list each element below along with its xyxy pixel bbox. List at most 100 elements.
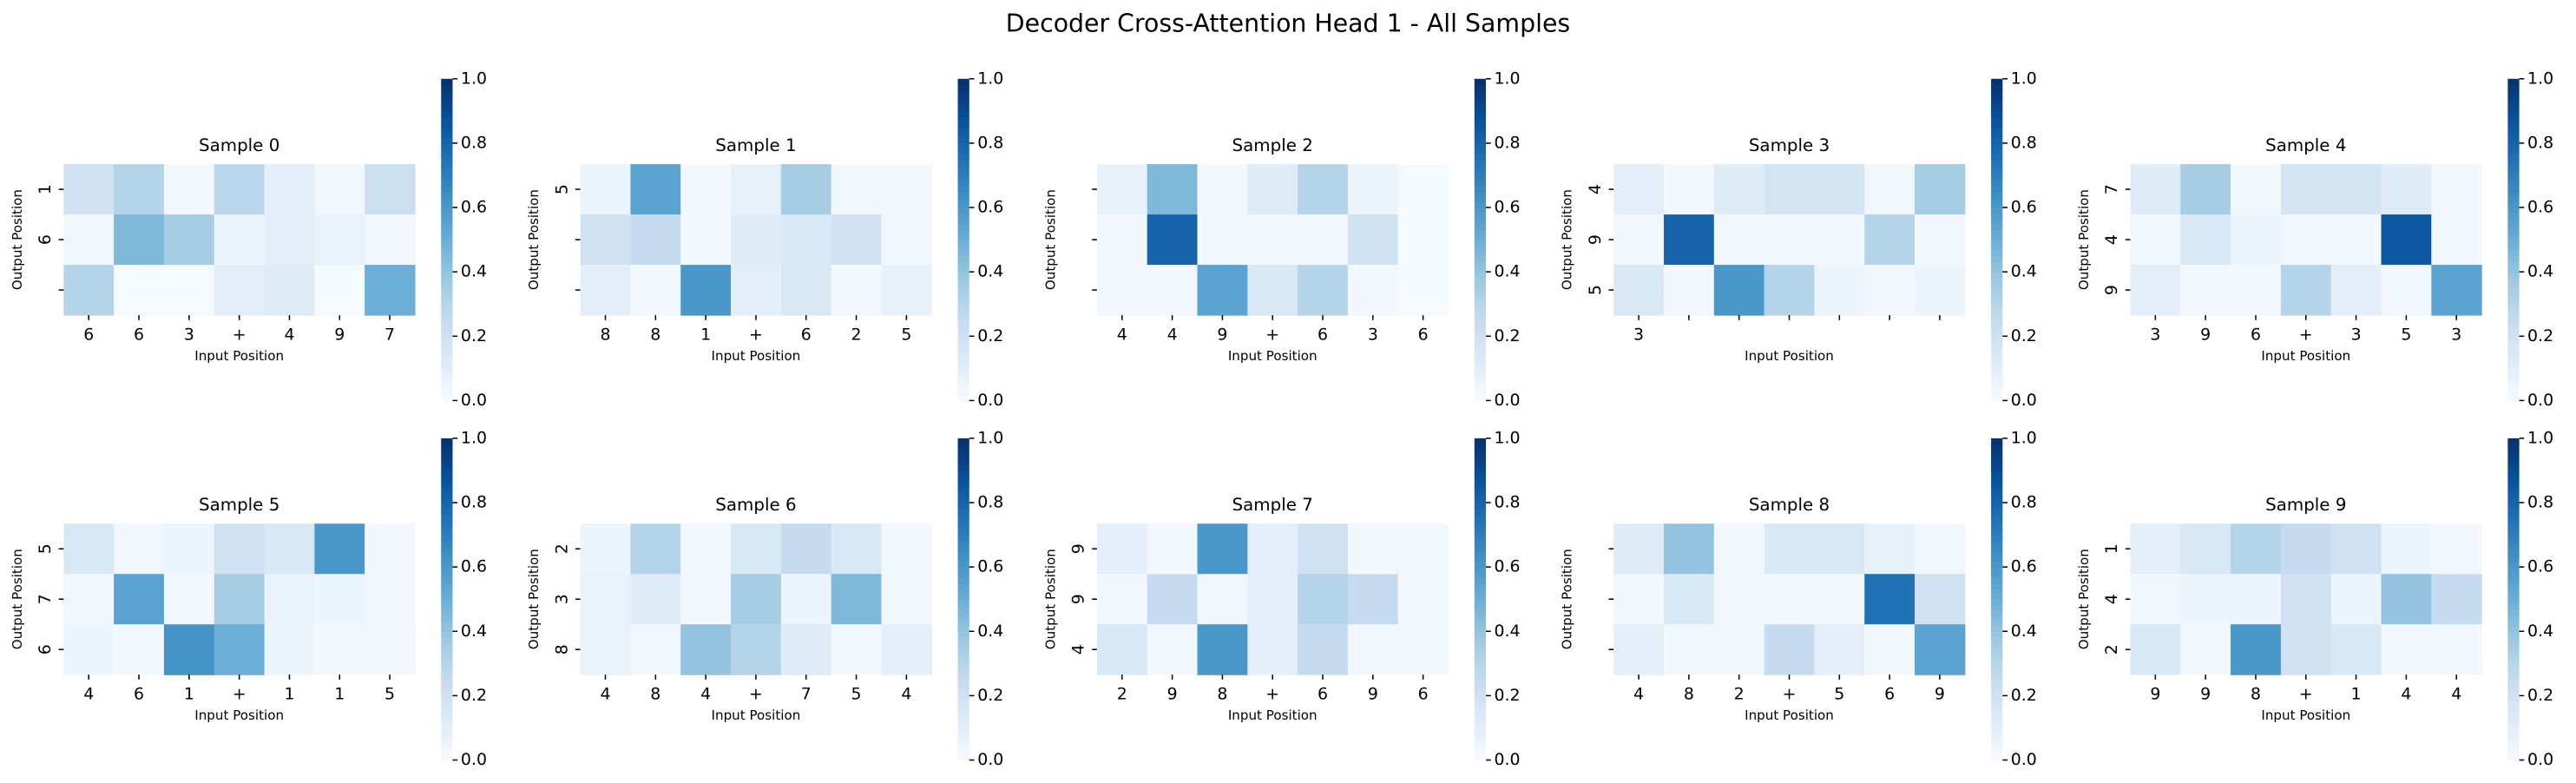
x-tick-label: 9 (2200, 325, 2211, 344)
colorbar-segment (1474, 159, 1487, 166)
colorbar-segment (1991, 717, 2003, 724)
x-axis-label: Input Position (712, 707, 801, 723)
colorbar-segment (441, 213, 453, 220)
colorbar-segment (957, 89, 969, 96)
panel-title: Sample 8 (1749, 495, 1830, 515)
colorbar-segment (1474, 567, 1487, 574)
colorbar-segment (2507, 481, 2520, 488)
colorbar-segment (2507, 663, 2520, 670)
colorbar-segment (441, 378, 453, 385)
heatmap-cell (2231, 574, 2282, 625)
colorbar-segment (1474, 95, 1487, 102)
colorbar-segment (441, 545, 453, 552)
colorbar-segment (1991, 174, 2003, 181)
heatmap-cell (2280, 523, 2332, 575)
colorbar-segment (441, 444, 453, 451)
heatmap-cell (1197, 624, 1248, 675)
colorbar-segment (2507, 470, 2520, 477)
colorbar-segment (1474, 727, 1487, 734)
heatmap-cell (1197, 265, 1248, 316)
x-axis-label: Input Position (2261, 707, 2350, 723)
colorbar-segment (957, 459, 969, 466)
colorbar-segment (441, 116, 453, 122)
colorbar-segment (441, 497, 453, 503)
colorbar-segment (441, 234, 453, 240)
colorbar-segment (1991, 556, 2003, 563)
colorbar-segment (1991, 599, 2003, 606)
colorbar-tick-label: 0.6 (2527, 557, 2553, 576)
colorbar-segment (1991, 647, 2003, 654)
colorbar-segment (1991, 523, 2003, 530)
colorbar-segment (957, 599, 969, 606)
colorbar-segment (441, 594, 453, 600)
colorbar-segment (1991, 228, 2003, 235)
colorbar-segment (957, 266, 969, 273)
heatmap-cell (680, 265, 732, 316)
colorbar-segment (957, 213, 969, 220)
colorbar-segment (957, 164, 969, 171)
colorbar-segment (1991, 711, 2003, 718)
y-axis-label: Output Position (1042, 549, 1058, 649)
heatmap-cell (1096, 523, 1148, 575)
colorbar-tick-label: 0.4 (1495, 622, 1521, 641)
colorbar-segment (2507, 572, 2520, 579)
colorbar-segment (441, 240, 453, 247)
colorbar-segment (1991, 476, 2003, 483)
colorbar-tick-label: 0.8 (1495, 133, 1521, 152)
colorbar-segment (1474, 481, 1487, 488)
colorbar-segment (2507, 636, 2520, 643)
colorbar-segment (1474, 207, 1487, 214)
colorbar-segment (1474, 717, 1487, 724)
heatmap-cell (1197, 214, 1248, 266)
heatmap-cell (580, 265, 631, 316)
colorbar-segment (1474, 116, 1487, 122)
colorbar-segment (1991, 658, 2003, 665)
colorbar-segment (1991, 240, 2003, 247)
colorbar-segment (957, 529, 969, 536)
heatmap-cell (731, 624, 782, 675)
x-tick-label: 8 (2251, 684, 2261, 703)
panel-title: Sample 9 (2265, 495, 2346, 515)
colorbar-segment (1991, 626, 2003, 633)
colorbar-segment (957, 743, 969, 750)
heatmap-cell (2180, 574, 2231, 625)
colorbar-segment (1474, 743, 1487, 750)
colorbar-segment (957, 497, 969, 503)
colorbar-segment (2507, 535, 2520, 542)
colorbar-segment (1991, 582, 2003, 589)
colorbar-segment (441, 89, 453, 96)
colorbar-tick-label: 0.4 (2527, 622, 2553, 641)
heatmap-cell (2130, 265, 2181, 316)
x-tick-label: 9 (334, 325, 345, 344)
colorbar-segment (1991, 331, 2003, 338)
colorbar-tick-label: 0.6 (2011, 557, 2037, 576)
colorbar-segment (441, 588, 453, 595)
colorbar-segment (1474, 647, 1487, 654)
colorbar-segment (2507, 314, 2520, 321)
colorbar-segment (2507, 228, 2520, 235)
colorbar-segment (2507, 540, 2520, 547)
heatmap-cell (2231, 164, 2282, 215)
heatmap-cell (2180, 265, 2231, 316)
colorbar-segment (1991, 110, 2003, 117)
heatmap-cell (1713, 265, 1765, 316)
colorbar-segment (957, 444, 969, 451)
heatmap-cell (1347, 265, 1399, 316)
colorbar-segment (1991, 444, 2003, 451)
colorbar-segment (441, 384, 453, 391)
heatmap-cell (1096, 574, 1148, 625)
colorbar-segment (1474, 508, 1487, 515)
colorbar-segment (957, 508, 969, 515)
colorbar-tick-label: 0.4 (461, 622, 487, 641)
colorbar-segment (2507, 309, 2520, 316)
colorbar-segment (1474, 572, 1487, 579)
x-tick-label: 4 (901, 684, 911, 703)
colorbar-segment (957, 685, 969, 691)
colorbar-segment (957, 523, 969, 530)
heatmap-cell (2330, 574, 2382, 625)
colorbar-segment (1991, 695, 2003, 702)
heatmap-cell (881, 164, 932, 215)
colorbar-segment (2507, 550, 2520, 557)
heatmap-cell (580, 624, 631, 675)
colorbar-segment (2507, 594, 2520, 600)
